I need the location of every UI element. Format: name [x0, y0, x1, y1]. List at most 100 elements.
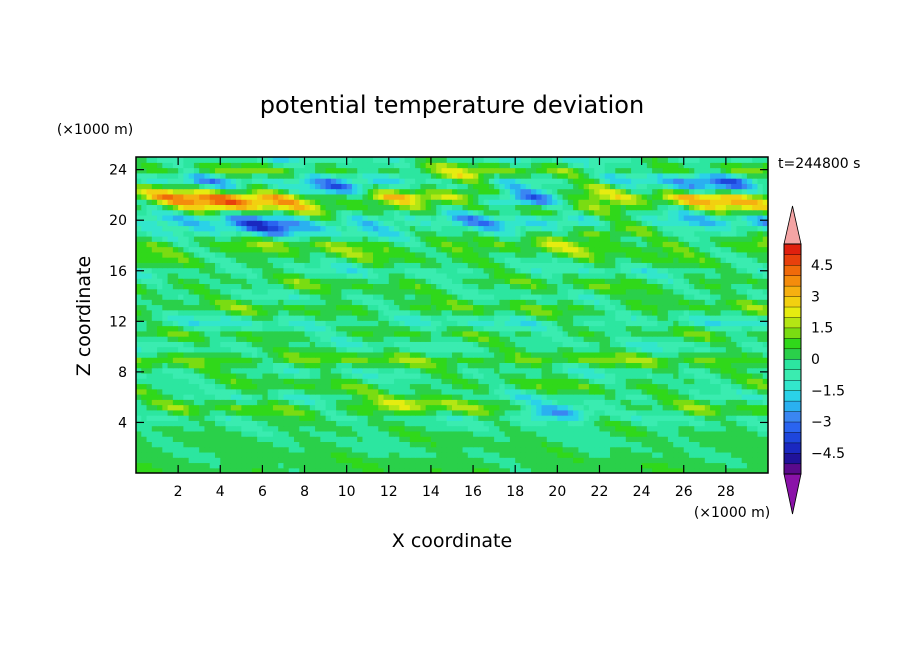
field-cell	[515, 420, 522, 427]
field-cell	[615, 467, 622, 473]
field-cell	[141, 304, 148, 311]
field-cell	[336, 420, 342, 427]
field-cell	[188, 320, 195, 327]
field-cell	[662, 420, 669, 427]
field-cell	[446, 267, 453, 274]
field-cell	[193, 367, 200, 374]
field-cell	[204, 278, 211, 284]
field-cell	[399, 283, 406, 290]
field-cell	[404, 267, 411, 274]
field-cell	[267, 367, 274, 374]
field-cell	[736, 415, 743, 421]
field-cell	[193, 346, 200, 353]
field-cell	[531, 272, 537, 279]
field-cell	[172, 346, 179, 353]
field-cell	[541, 425, 548, 432]
field-cell	[183, 420, 190, 427]
field-cell	[462, 457, 469, 464]
field-cell	[267, 288, 274, 295]
field-cell	[373, 341, 379, 348]
field-cell	[394, 399, 400, 406]
field-cell	[157, 404, 163, 411]
field-cell	[746, 436, 753, 442]
field-cell	[309, 325, 316, 332]
field-cell	[673, 267, 680, 274]
field-cell	[136, 436, 142, 442]
field-cell	[646, 441, 653, 448]
field-cell	[178, 278, 184, 284]
field-cell	[757, 457, 764, 464]
field-cell	[478, 415, 485, 421]
field-cell	[657, 351, 664, 358]
field-cell	[351, 351, 358, 358]
field-cell	[652, 267, 658, 274]
field-cell	[725, 288, 732, 295]
field-cell	[193, 394, 200, 400]
field-cell	[341, 420, 348, 427]
field-cell	[583, 388, 590, 395]
field-cell	[415, 404, 421, 411]
field-cell	[257, 446, 263, 453]
field-cell	[620, 467, 627, 473]
field-cell	[625, 309, 632, 316]
field-cell	[757, 420, 764, 427]
field-cell	[725, 293, 732, 300]
field-cell	[336, 362, 342, 369]
field-cell	[615, 394, 622, 400]
field-cell	[531, 404, 537, 411]
field-cell	[657, 372, 664, 379]
field-cell	[304, 315, 311, 321]
field-cell	[762, 378, 768, 385]
field-cell	[399, 436, 406, 442]
field-cell	[430, 341, 437, 348]
field-cell	[704, 388, 711, 395]
field-cell	[246, 330, 253, 337]
field-cell	[294, 288, 300, 295]
field-cell	[652, 288, 658, 295]
field-cell	[357, 441, 364, 448]
field-cell	[462, 415, 469, 421]
field-cell	[188, 262, 195, 269]
field-cell	[204, 462, 211, 469]
field-cell	[520, 357, 527, 363]
field-cell	[625, 436, 632, 442]
field-cell	[736, 462, 743, 469]
field-cell	[178, 336, 184, 342]
field-cell	[294, 325, 300, 332]
field-cell	[583, 362, 590, 369]
field-cell	[294, 315, 300, 321]
field-cell	[346, 288, 353, 295]
field-cell	[694, 383, 701, 390]
field-cell	[646, 309, 653, 316]
field-cell	[167, 325, 174, 332]
field-cell	[336, 346, 342, 353]
field-cell	[230, 399, 237, 406]
field-cell	[757, 272, 764, 279]
field-cell	[315, 451, 321, 458]
field-cell	[246, 309, 253, 316]
field-cell	[251, 446, 258, 453]
field-cell	[199, 451, 206, 458]
field-cell	[404, 388, 411, 395]
field-cell	[378, 267, 385, 274]
field-cell	[446, 457, 453, 464]
field-cell	[757, 262, 764, 269]
field-cell	[678, 383, 685, 390]
field-cell	[220, 336, 227, 342]
field-cell	[546, 399, 553, 406]
field-cell	[567, 383, 574, 390]
field-cell	[715, 436, 722, 442]
field-cell	[615, 315, 622, 321]
field-cell	[599, 288, 606, 295]
field-cell	[467, 357, 474, 363]
field-cell	[583, 467, 590, 473]
field-cell	[541, 288, 548, 295]
field-cell	[462, 341, 469, 348]
field-cell	[710, 451, 716, 458]
field-cell	[430, 415, 437, 421]
field-cell	[573, 357, 579, 363]
field-cell	[399, 272, 406, 279]
field-cell	[325, 457, 332, 464]
field-cell	[741, 315, 748, 321]
field-cell	[552, 341, 558, 348]
